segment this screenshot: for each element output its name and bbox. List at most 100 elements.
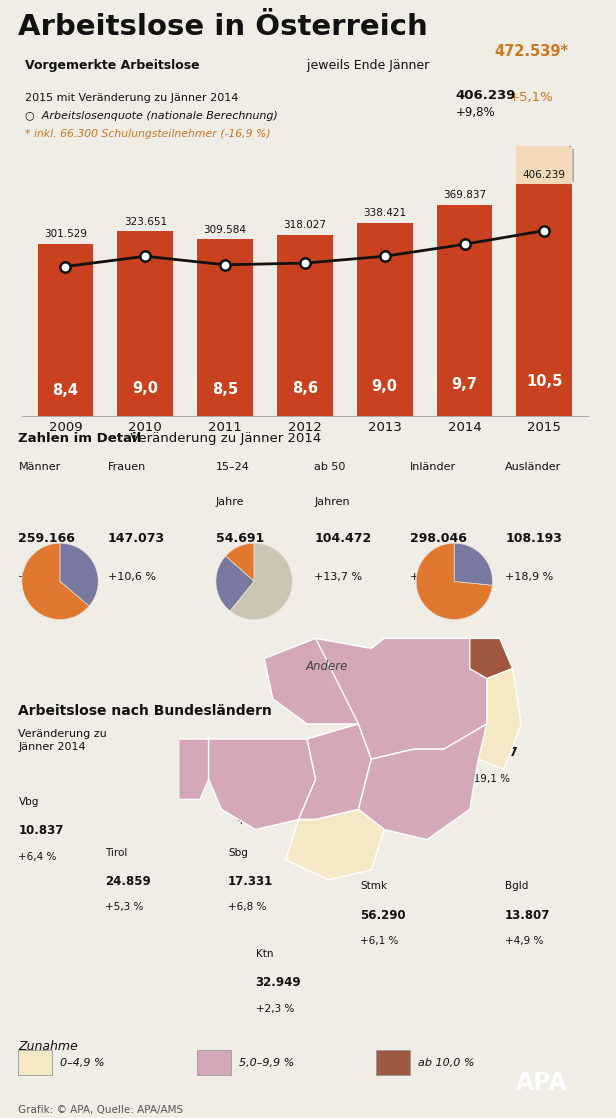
Text: Inländer: Inländer (410, 463, 456, 473)
Text: 54.691: 54.691 (216, 532, 264, 546)
Point (540, 221, 549, 239)
Text: 104.472: 104.472 (314, 532, 371, 546)
Text: 0–4,9 %: 0–4,9 % (60, 1058, 105, 1068)
Text: +5,1%: +5,1% (509, 91, 554, 104)
Wedge shape (225, 543, 254, 581)
Text: Sbg: Sbg (228, 847, 248, 858)
Text: 9,7: 9,7 (452, 377, 477, 391)
Bar (516, 146, 572, 184)
Bar (197, 239, 253, 416)
Polygon shape (470, 638, 513, 679)
Text: +6,1 %: +6,1 % (360, 936, 399, 946)
Bar (516, 184, 572, 416)
Text: 9,0: 9,0 (132, 381, 158, 396)
Text: Frauen: Frauen (108, 463, 146, 473)
Text: +7,4 %: +7,4 % (342, 816, 380, 826)
Text: Zahlen im Detail: Zahlen im Detail (18, 432, 142, 445)
Text: Vbg: Vbg (18, 797, 39, 807)
Text: +5,2 %: +5,2 % (216, 572, 257, 582)
Point (300, 254, 310, 272)
FancyBboxPatch shape (197, 1051, 231, 1074)
Text: 472.539*: 472.539* (494, 44, 569, 59)
Wedge shape (22, 543, 89, 619)
Text: +2,3 %: +2,3 % (256, 1004, 294, 1014)
Text: NÖ: NÖ (342, 761, 358, 771)
Point (140, 247, 150, 265)
Text: 5,0–9,9 %: 5,0–9,9 % (239, 1058, 294, 1068)
Polygon shape (264, 638, 371, 724)
Text: Veränderung zu
Jänner 2014: Veränderung zu Jänner 2014 (18, 729, 107, 752)
Text: 298.046: 298.046 (410, 532, 466, 546)
Text: +10,6 %: +10,6 % (108, 572, 156, 582)
Text: +9,8%: +9,8% (456, 106, 495, 120)
Text: Andere: Andere (306, 660, 347, 673)
Text: 10,5: 10,5 (526, 373, 562, 389)
Text: ab 50: ab 50 (314, 463, 346, 473)
Text: 24.859: 24.859 (105, 875, 150, 888)
Text: * inkl. 66.300 Schulungsteilnehmer (-16,9 %): * inkl. 66.300 Schulungsteilnehmer (-16,… (25, 129, 270, 139)
Text: +5,3 %: +5,3 % (105, 902, 143, 912)
Text: 108.193: 108.193 (505, 532, 562, 546)
Text: APA: APA (516, 1071, 568, 1096)
Text: 128.977: 128.977 (465, 746, 519, 759)
Wedge shape (455, 543, 492, 585)
Polygon shape (179, 739, 209, 799)
Text: Wien: Wien (465, 719, 491, 729)
Text: Jahren: Jahren (314, 498, 350, 508)
Text: 56.290: 56.290 (360, 909, 406, 922)
Text: 301.529: 301.529 (44, 229, 87, 239)
Wedge shape (230, 543, 292, 619)
Bar (277, 235, 333, 416)
Polygon shape (209, 739, 315, 830)
Bar (357, 222, 413, 416)
Text: Jahre: Jahre (216, 498, 244, 508)
Wedge shape (416, 543, 492, 619)
Text: 17.331: 17.331 (228, 875, 273, 888)
Text: +9,4 %: +9,4 % (18, 572, 60, 582)
Text: Ktn: Ktn (256, 949, 273, 959)
Text: 8,5: 8,5 (212, 382, 238, 397)
Text: Arbeitslose in Österreich: Arbeitslose in Österreich (18, 13, 428, 41)
Text: 323.651: 323.651 (124, 217, 167, 227)
Text: OÖ: OÖ (237, 761, 254, 771)
Text: 50.680: 50.680 (237, 788, 283, 802)
Text: +6,9 %: +6,9 % (237, 816, 275, 826)
Text: 259.166: 259.166 (18, 532, 75, 546)
Wedge shape (60, 543, 98, 606)
Text: +18,9 %: +18,9 % (505, 572, 553, 582)
Point (220, 256, 230, 274)
Text: 15–24: 15–24 (216, 463, 249, 473)
Text: 406.239: 406.239 (523, 170, 566, 180)
Bar (437, 205, 493, 416)
Text: Vorgemerkte Arbeitslose: Vorgemerkte Arbeitslose (25, 59, 200, 73)
Text: 32.949: 32.949 (256, 976, 301, 989)
Polygon shape (315, 638, 487, 759)
Text: Männer: Männer (18, 463, 61, 473)
Text: Zunahme: Zunahme (18, 1040, 78, 1053)
Text: 8,4: 8,4 (52, 382, 78, 398)
Text: 2015 mit Veränderung zu Jänner 2014: 2015 mit Veränderung zu Jänner 2014 (25, 93, 238, 103)
FancyBboxPatch shape (376, 1051, 410, 1074)
Text: +6,4 %: +6,4 % (18, 852, 57, 862)
Text: Veränderung zu Jänner 2014: Veränderung zu Jänner 2014 (126, 432, 322, 445)
Text: Ausländer: Ausländer (505, 463, 561, 473)
Point (380, 247, 390, 265)
Text: ab 10,0 %: ab 10,0 % (418, 1058, 474, 1068)
Text: 309.584: 309.584 (204, 225, 246, 235)
Point (460, 235, 469, 253)
FancyBboxPatch shape (18, 1051, 52, 1074)
Text: Tirol: Tirol (105, 847, 127, 858)
Text: Stmk: Stmk (360, 881, 387, 891)
Text: 406.239: 406.239 (456, 89, 516, 103)
Text: 9,0: 9,0 (371, 379, 398, 395)
Text: 318.027: 318.027 (283, 220, 326, 230)
Text: +13,7 %: +13,7 % (314, 572, 362, 582)
Text: 13.807: 13.807 (505, 909, 551, 922)
Text: 10.837: 10.837 (18, 824, 64, 837)
Text: +4,9 %: +4,9 % (505, 936, 543, 946)
Polygon shape (299, 724, 371, 819)
Text: 338.421: 338.421 (363, 208, 407, 218)
Text: Arbeitslose nach Bundesländern: Arbeitslose nach Bundesländern (18, 704, 272, 718)
Text: Bgld: Bgld (505, 881, 529, 891)
Polygon shape (359, 724, 487, 840)
